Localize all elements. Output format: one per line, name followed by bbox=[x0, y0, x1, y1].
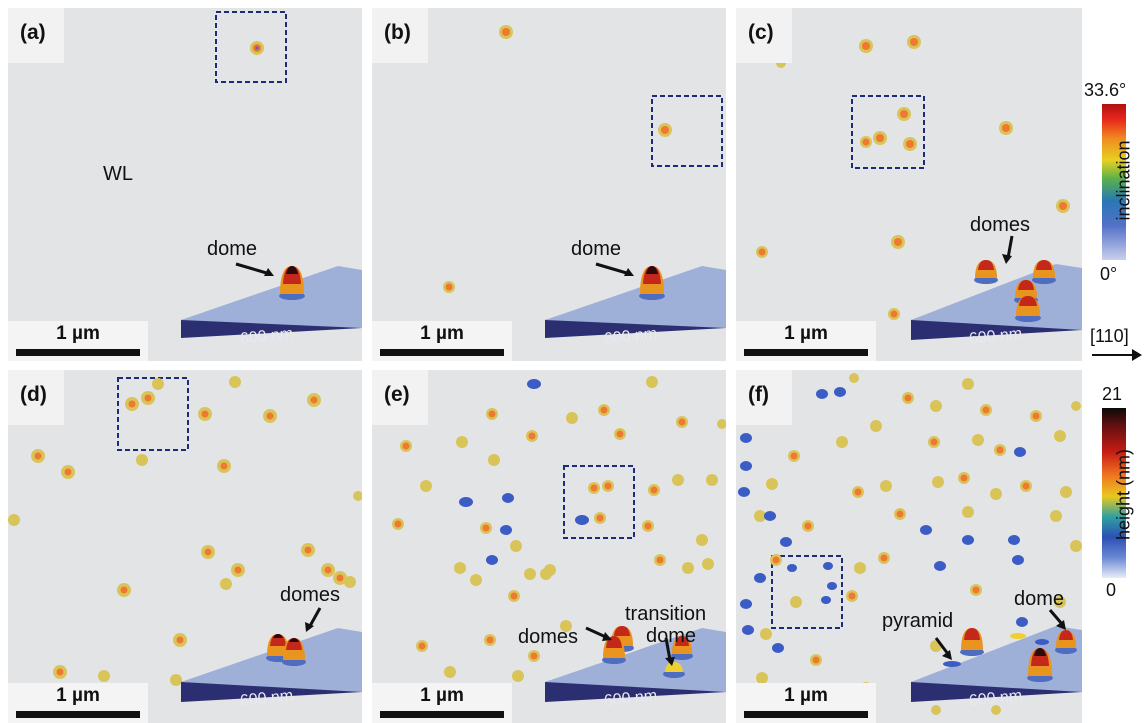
dome-3d bbox=[639, 266, 665, 300]
selection-box bbox=[118, 378, 188, 450]
scale-bar-line bbox=[380, 711, 504, 718]
panel-label: (d) bbox=[8, 370, 64, 425]
panel-label: (b) bbox=[372, 8, 428, 63]
scale-bar-label: 1 µm bbox=[372, 685, 512, 707]
scale-bar: 1 µm bbox=[372, 683, 512, 723]
inclination-title: inclination bbox=[1114, 121, 1135, 241]
scale-bar-label: 1 µm bbox=[372, 323, 512, 345]
selection-box bbox=[852, 96, 924, 168]
height-legend: 21 height (nm) 0 bbox=[1088, 384, 1145, 614]
inclination-min-label: 0° bbox=[1100, 264, 1117, 285]
scale-bar: 1 µm bbox=[736, 683, 876, 723]
wl-label: WL bbox=[103, 163, 133, 186]
scale-bar: 1 µm bbox=[372, 321, 512, 361]
dome-label: dome bbox=[207, 238, 257, 261]
height-max-label: 21 bbox=[1102, 384, 1122, 405]
panel-label: (c) bbox=[736, 8, 792, 63]
dome-label: dome bbox=[1014, 588, 1064, 611]
domes-label: domes bbox=[518, 626, 578, 649]
scale-bar: 1 µm bbox=[736, 321, 876, 361]
panel-a: (a) WL dome 600 nm 1 µm bbox=[8, 8, 362, 361]
panel-e: (e) domes transition dome 600 nm 1 µm bbox=[372, 370, 726, 723]
panel-b: (b) dome 600 nm 1 µm bbox=[372, 8, 726, 361]
panel-label: (e) bbox=[372, 370, 428, 425]
dot bbox=[250, 41, 264, 55]
inclination-legend: 33.6° inclination 0° bbox=[1088, 80, 1145, 290]
height-min-label: 0 bbox=[1106, 580, 1116, 601]
domes-3d bbox=[266, 634, 306, 666]
scale-bar: 1 µm bbox=[8, 321, 148, 361]
scale-bar: 1 µm bbox=[8, 683, 148, 723]
direction-arrow-head bbox=[1132, 349, 1142, 361]
scale-bar-line bbox=[380, 349, 504, 356]
scale-bar-line bbox=[744, 711, 868, 718]
direction-arrow bbox=[1092, 354, 1134, 356]
dots bbox=[443, 25, 672, 293]
height-title: height (nm) bbox=[1114, 425, 1135, 565]
scale-bar-line bbox=[16, 349, 140, 356]
scale-bar-label: 1 µm bbox=[8, 323, 148, 345]
scale-bar-line bbox=[16, 711, 140, 718]
panel-d: (d) domes 600 nm 1 µm bbox=[8, 370, 362, 723]
direction-marker: [110] bbox=[1088, 326, 1145, 366]
domes-label: domes bbox=[970, 214, 1030, 237]
domes-label: domes bbox=[280, 584, 340, 607]
dome-3d bbox=[279, 266, 305, 300]
arrow bbox=[236, 264, 270, 274]
transition-dome-label: dome bbox=[646, 625, 696, 648]
panel-f: (f) pyramid dome 600 nm 1 µm bbox=[736, 370, 1082, 723]
inclination-max-label: 33.6° bbox=[1084, 80, 1126, 101]
scale-bar-line bbox=[744, 349, 868, 356]
scale-bar-label: 1 µm bbox=[8, 685, 148, 707]
direction-label: [110] bbox=[1090, 326, 1129, 347]
selection-box bbox=[564, 466, 634, 538]
scale-bar-label: 1 µm bbox=[736, 685, 876, 707]
dome-label: dome bbox=[571, 238, 621, 261]
panel-label: (a) bbox=[8, 8, 64, 63]
scale-bar-label: 1 µm bbox=[736, 323, 876, 345]
transition-label: transition bbox=[625, 603, 706, 626]
panel-label: (f) bbox=[736, 370, 792, 425]
panel-c: (c) domes 600 nm 1 µm bbox=[736, 8, 1082, 361]
pyramid-label: pyramid bbox=[882, 610, 953, 633]
